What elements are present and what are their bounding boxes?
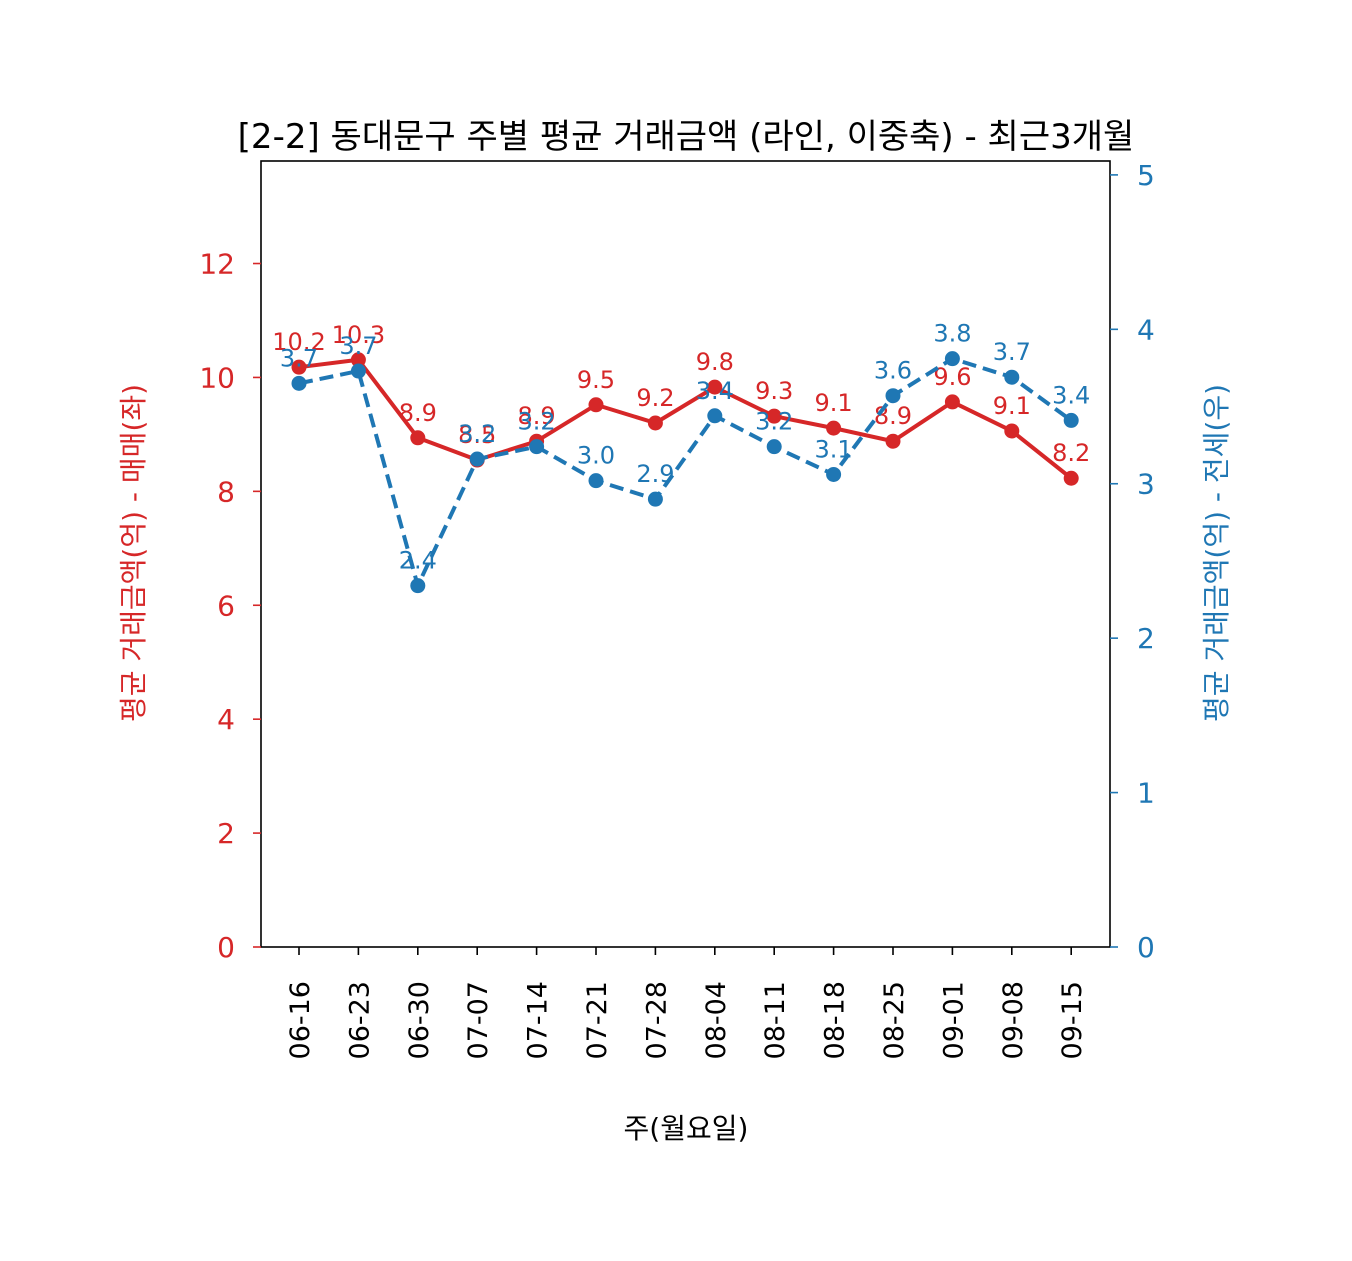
x-tick-label: 07-07 xyxy=(463,981,494,1059)
x-tick-label: 07-21 xyxy=(582,981,613,1059)
series-left-data-label: 8.9 xyxy=(399,399,437,427)
series-left-point xyxy=(1004,423,1020,439)
y-right-tick-label: 2 xyxy=(1137,622,1155,655)
y-right-tick-label: 0 xyxy=(1137,931,1155,964)
series-left-point xyxy=(410,430,426,446)
x-tick-label: 07-28 xyxy=(641,981,672,1059)
series-right-point xyxy=(647,491,663,507)
series-right-data-label: 2.9 xyxy=(636,460,674,488)
x-tick-label: 09-15 xyxy=(1057,981,1088,1059)
y-left-tick-label: 6 xyxy=(217,589,235,622)
series-right-data-label: 3.7 xyxy=(993,338,1031,366)
series-right-data-label: 3.2 xyxy=(518,408,556,436)
series-right-data-label: 3.2 xyxy=(755,408,793,436)
chart-title: [2-2] 동대문구 주별 평균 거래금액 (라인, 이중축) - 최근3개월 xyxy=(238,117,1135,157)
series-right-point xyxy=(826,466,842,482)
series-right-data-label: 3.0 xyxy=(577,442,615,470)
series-right-data-label: 3.1 xyxy=(815,435,853,463)
series-left-point xyxy=(944,394,960,410)
series-right-line xyxy=(298,356,1073,588)
series-left-point xyxy=(766,408,782,424)
series-left-data-label: 8.9 xyxy=(874,402,912,430)
y-right-tick-label: 1 xyxy=(1137,777,1155,810)
y-left-tick-label: 12 xyxy=(199,248,235,281)
x-tick-label: 09-08 xyxy=(998,981,1029,1059)
series-left-point xyxy=(350,352,366,368)
x-tick-label: 06-23 xyxy=(344,981,375,1059)
series-left-data-label: 8.5 xyxy=(458,421,496,449)
series-right-data-label: 3.7 xyxy=(280,344,318,372)
series-left-data-label: 9.8 xyxy=(696,348,734,376)
series-left-point xyxy=(885,433,901,449)
series-right-point xyxy=(350,363,366,379)
y-axis-left-label: 평균 거래금액(억) - 매매(좌) xyxy=(117,384,150,722)
plot-frame xyxy=(260,160,1111,948)
series-left-data-label: 9.3 xyxy=(755,377,793,405)
y-right-tick-label: 5 xyxy=(1137,159,1155,192)
y-right-tick-label: 3 xyxy=(1137,468,1155,501)
y-left-tick-label: 4 xyxy=(217,703,235,736)
series-right-point xyxy=(1004,369,1020,385)
series-right-point xyxy=(766,439,782,455)
x-tick-label: 08-04 xyxy=(701,981,732,1059)
y-left-tick-label: 10 xyxy=(199,361,235,394)
series-right-point xyxy=(944,351,960,367)
y-right-tick-label: 4 xyxy=(1137,313,1155,346)
series-left-line xyxy=(298,357,1073,480)
x-axis-label: 주(월요일) xyxy=(624,1112,749,1145)
series-left-data-label: 9.6 xyxy=(933,363,971,391)
x-tick-label: 08-25 xyxy=(879,981,910,1059)
y-axis-right-label: 평균 거래금액(억) - 전세(우) xyxy=(1200,384,1233,722)
series-left-point xyxy=(707,379,723,395)
series-left-point xyxy=(1063,470,1079,486)
series-left-data-label: 9.2 xyxy=(636,384,674,412)
series-left-data-label: 9.1 xyxy=(993,392,1031,420)
series-right-point xyxy=(1063,412,1079,428)
x-tick-label: 06-16 xyxy=(285,981,316,1059)
y-left-tick-label: 2 xyxy=(217,817,235,850)
series-right-point xyxy=(707,408,723,424)
series-right-data-label: 3.6 xyxy=(874,357,912,385)
series-right-data-label: 3.7 xyxy=(339,332,377,360)
series-left-data-label: 10.2 xyxy=(272,328,325,356)
series-left-data-label: 8.2 xyxy=(1052,439,1090,467)
series-left-point xyxy=(826,420,842,436)
series-left-point xyxy=(291,359,307,375)
series-right-point xyxy=(588,473,604,489)
x-tick-label: 06-30 xyxy=(404,981,435,1059)
series-left-data-label: 8.9 xyxy=(518,402,556,430)
x-tick-label: 08-18 xyxy=(820,981,851,1059)
series-right-data-label: 3.8 xyxy=(933,320,971,348)
series-left-point xyxy=(588,397,604,413)
series-right-point xyxy=(291,375,307,391)
x-tick-label: 07-14 xyxy=(523,981,554,1059)
series-left-data-label: 9.1 xyxy=(815,389,853,417)
series-right-data-label: 3.2 xyxy=(458,420,496,448)
series-left-data-label: 9.5 xyxy=(577,366,615,394)
series-left-point xyxy=(647,415,663,431)
series-right-point xyxy=(529,439,545,455)
series-right-point xyxy=(410,578,426,594)
series-right-data-label: 3.4 xyxy=(696,377,734,405)
y-left-tick-label: 8 xyxy=(217,475,235,508)
x-tick-label: 08-11 xyxy=(760,981,791,1059)
x-tick-label: 09-01 xyxy=(938,981,969,1059)
y-left-tick-label: 0 xyxy=(217,931,235,964)
series-right-data-label: 2.4 xyxy=(399,547,437,575)
series-right-point xyxy=(469,451,485,467)
series-right-data-label: 3.4 xyxy=(1052,381,1090,409)
series-right-point xyxy=(885,388,901,404)
series-left-data-label: 10.3 xyxy=(332,321,385,349)
